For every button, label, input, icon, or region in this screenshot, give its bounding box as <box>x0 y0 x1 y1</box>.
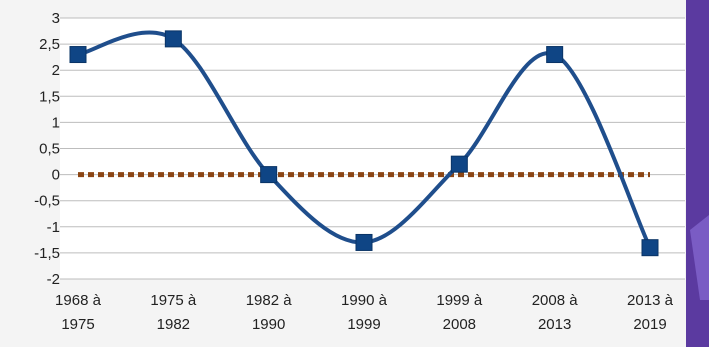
x-tick-label: 1968 à <box>55 292 102 309</box>
y-tick-label: -1 <box>47 219 60 236</box>
x-tick-label: 1990 à <box>341 292 388 309</box>
data-point-marker <box>641 239 659 257</box>
y-tick-label: 1 <box>52 114 60 131</box>
data-point-marker <box>260 166 278 184</box>
x-tick-label: 2008 à <box>532 292 579 309</box>
y-tick-label: 2,5 <box>39 36 60 53</box>
y-tick-label: 0 <box>52 167 60 184</box>
x-tick-label: 1982 <box>157 316 190 333</box>
y-tick-label: 1,5 <box>39 88 60 105</box>
y-tick-label: -0,5 <box>34 193 60 210</box>
y-tick-label: 2 <box>52 62 60 79</box>
x-tick-label: 1999 à <box>436 292 483 309</box>
x-tick-label: 2008 <box>443 316 476 333</box>
x-tick-label: 1975 <box>61 316 94 333</box>
gridlines <box>60 17 685 280</box>
x-tick-label: 2013 à <box>627 292 674 309</box>
x-tick-label: 1975 à <box>150 292 197 309</box>
x-axis-tick-labels: 1968 à 1975 1975 à 1982 1982 à 1990 1990 à 1999… <box>55 292 674 333</box>
y-axis-tick-labels: -2 -1,5 -1 -0,5 0 0,5 1 1,5 2 2,5 3 <box>34 10 60 288</box>
x-tick-label: 1990 <box>252 316 285 333</box>
data-point-marker <box>450 155 468 173</box>
y-tick-label: -2 <box>47 271 60 288</box>
data-point-marker <box>69 46 87 64</box>
data-point-marker <box>164 30 182 48</box>
x-tick-label: 2019 <box>633 316 666 333</box>
y-tick-label: -1,5 <box>34 245 60 262</box>
x-tick-label: 2013 <box>538 316 571 333</box>
y-tick-label: 0,5 <box>39 141 60 158</box>
y-tick-label: 3 <box>52 10 60 27</box>
data-point-marker <box>355 233 373 251</box>
x-tick-label: 1999 <box>347 316 380 333</box>
data-point-marker <box>546 46 564 64</box>
purple-band-highlight <box>690 215 709 300</box>
markers <box>69 30 659 257</box>
decoration <box>686 0 709 347</box>
x-tick-label: 1982 à <box>246 292 293 309</box>
